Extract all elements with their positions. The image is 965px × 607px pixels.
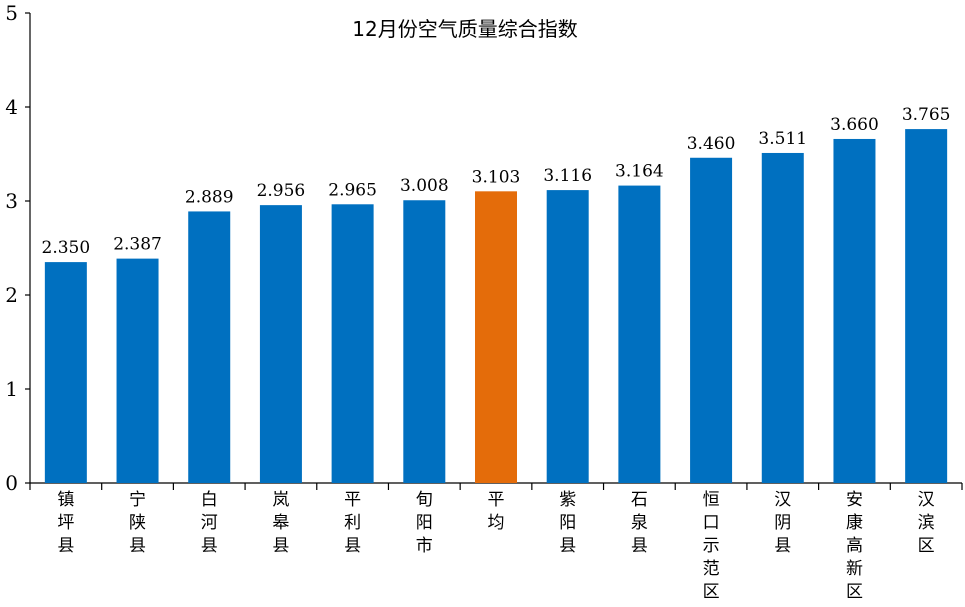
chart-title: 12月份空气质量综合指数	[352, 17, 577, 41]
y-tick-label: 3	[5, 189, 18, 213]
axes: 0 1 2 3 4 5	[5, 1, 963, 495]
category-label: 旬阳市	[416, 490, 433, 556]
y-tick-label: 2	[5, 283, 18, 307]
data-label: 3.103	[472, 167, 521, 187]
bar	[546, 190, 589, 483]
category-label: 岚皋县	[272, 490, 289, 556]
data-label: 2.965	[328, 180, 377, 200]
category-label: 白河县	[201, 490, 218, 556]
bar	[331, 204, 374, 484]
data-label: 3.660	[830, 115, 879, 135]
data-label: 2.387	[113, 235, 162, 255]
data-label: 3.511	[758, 129, 807, 149]
data-label: 2.956	[257, 181, 306, 201]
bars	[44, 129, 948, 484]
data-label: 3.008	[400, 176, 449, 196]
category-label: 宁陕县	[129, 490, 146, 556]
bar	[833, 138, 876, 483]
y-tick-label: 5	[5, 1, 18, 25]
category-label: 恒口示范区	[703, 490, 720, 602]
bar	[761, 152, 804, 483]
category-label: 安康高新区	[846, 490, 863, 602]
bar	[618, 185, 661, 484]
data-label: 3.116	[543, 166, 592, 186]
bar	[403, 200, 446, 484]
category-label: 汉阴县	[774, 490, 791, 556]
category-labels: 镇坪县 宁陕县 白河县 岚皋县 平利县 旬阳市 平均 紫阳县 石泉县 恒口示范区 汉阴县 安康高新区 汉…	[57, 490, 934, 602]
bar	[475, 191, 517, 483]
category-label: 石泉县	[631, 490, 648, 556]
data-label: 3.765	[902, 105, 951, 125]
bar	[188, 211, 231, 483]
category-label: 平利县	[344, 490, 361, 556]
y-tick-label: 0	[5, 471, 18, 495]
data-label: 3.460	[687, 134, 736, 154]
bar	[905, 129, 948, 483]
category-label: 镇坪县	[57, 490, 74, 556]
bar	[116, 258, 159, 483]
category-label: 紫阳县	[559, 490, 576, 556]
category-label: 平均	[488, 490, 505, 533]
data-label: 2.350	[42, 238, 91, 258]
data-labels: 2.350 2.387 2.889 2.956 2.965 3.008 3.103 3.116…	[42, 105, 951, 258]
y-tick-label: 1	[5, 377, 18, 401]
category-label: 汉滨区	[918, 490, 935, 556]
data-label: 2.889	[185, 187, 234, 207]
y-tick-label: 4	[5, 95, 18, 119]
data-label: 3.164	[615, 162, 664, 182]
bar	[690, 157, 733, 483]
bar	[259, 205, 302, 484]
bar	[44, 262, 87, 483]
